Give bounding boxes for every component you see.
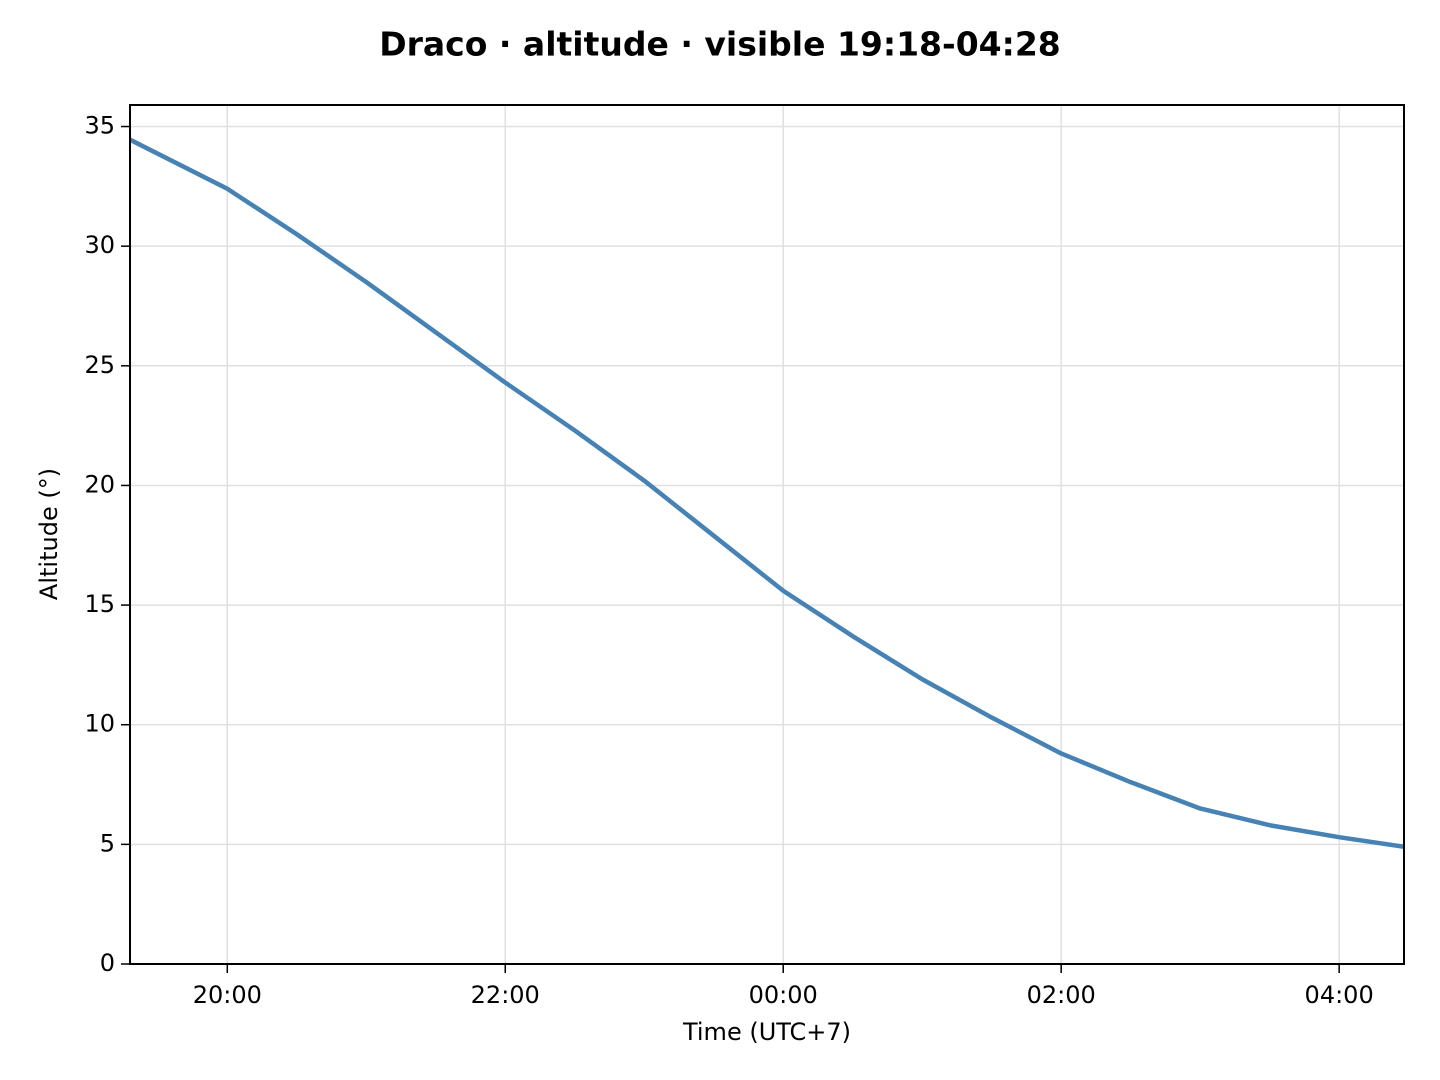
altitude-line [130,137,1404,849]
x-tick-label: 04:00 [1305,981,1374,1009]
y-tick-label: 10 [84,710,115,738]
y-axis-label: Altitude (°) [35,468,63,600]
plot-frame [129,104,1405,965]
x-tick-label: 02:00 [1027,981,1096,1009]
y-tick-label: 30 [84,231,115,259]
x-tick-label: 20:00 [193,981,262,1009]
chart-title: Draco · altitude · visible 19:18-04:28 [379,25,1061,64]
y-tick-label: 0 [100,949,115,977]
y-tick-label: 5 [100,829,115,857]
x-axis-label: Time (UTC+7) [682,1018,851,1046]
y-tick-label: 20 [84,470,115,498]
x-tick-label: 22:00 [471,981,540,1009]
y-tick-label: 25 [84,351,115,379]
y-tick-label: 15 [84,590,115,618]
x-tick-label: 00:00 [749,981,818,1009]
y-tick-label: 35 [84,112,115,140]
